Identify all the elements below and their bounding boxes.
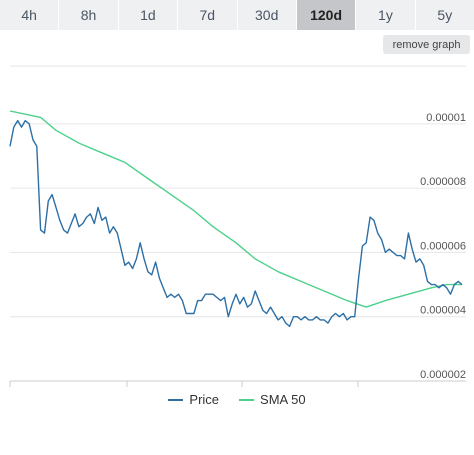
tab-5y[interactable]: 5y (415, 0, 474, 30)
tab-120d[interactable]: 120d (296, 0, 357, 30)
y-tick-label: 0.000002 (420, 369, 466, 381)
y-tick-label: 0.000006 (420, 240, 466, 252)
sma-50-line (9, 110, 462, 308)
tab-8h[interactable]: 8h (59, 0, 119, 30)
x-axis: Oct '25Nov '25Dec '25Jan '26 (9, 380, 466, 387)
series-lines (9, 110, 463, 328)
tab-1d[interactable]: 1d (118, 0, 179, 30)
price-swatch (168, 398, 184, 401)
sma-50-swatch (239, 398, 255, 401)
legend-item-sma-50[interactable]: SMA 50 (239, 392, 306, 407)
legend-label-price: Price (189, 392, 220, 407)
chart-legend: Price SMA 50 (0, 392, 474, 407)
tab-1y[interactable]: 1y (356, 0, 416, 30)
y-axis-labels: 0.000002 0.000004 0.000006 0.000008 0.00001 (420, 112, 466, 381)
y-tick-label: 0.000004 (420, 305, 466, 317)
legend-label-sma-50: SMA 50 (260, 392, 306, 407)
legend-item-price[interactable]: Price (168, 392, 219, 407)
price-line (9, 119, 463, 328)
timeframe-tabs: 4h 8h 1d 7d 30d 120d 1y 5y (0, 0, 474, 30)
tab-7d[interactable]: 7d (178, 0, 238, 30)
price-chart: 0.0000020.0000040.0000060.0000080.00001 … (9, 65, 466, 387)
y-tick-label: 0.00001 (426, 112, 466, 124)
tab-4h[interactable]: 4h (0, 0, 60, 30)
y-tick-label: 0.000008 (420, 176, 466, 188)
tab-30d[interactable]: 30d (237, 0, 297, 30)
remove-graph-button[interactable]: remove graph (383, 35, 470, 54)
